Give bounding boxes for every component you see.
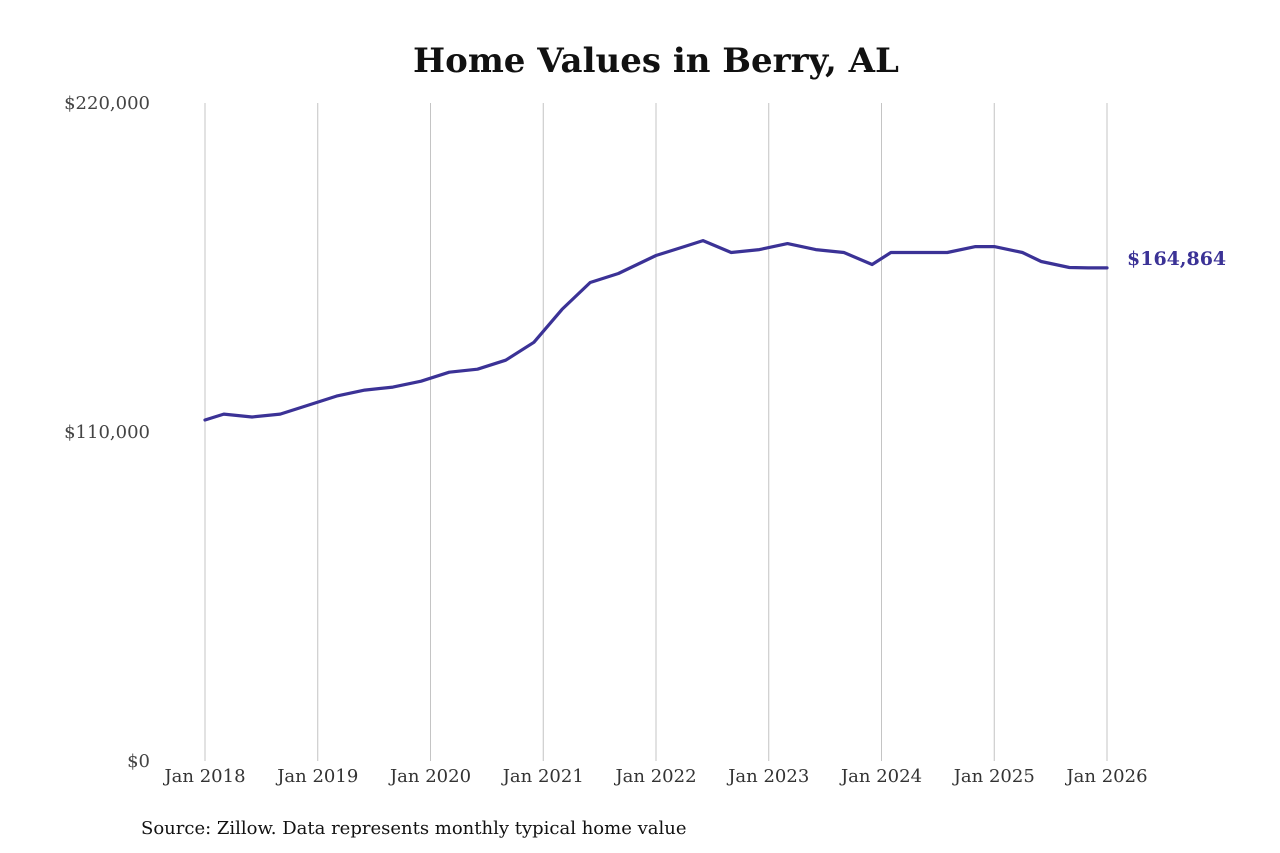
x-tick-label: Jan 2020 [388,766,471,787]
gridlines [204,103,1108,761]
x-axis: Jan 2018 Jan 2019 Jan 2020 Jan 2021 Jan 2022… [162,766,1147,787]
x-tick-label: Jan 2023 [726,766,809,787]
y-axis: $0 $110,000 $220,000 [64,93,150,772]
series-layer [203,239,1109,422]
x-tick-label: Jan 2024 [839,766,922,787]
chart-title: Home Values in Berry, AL [413,41,899,81]
x-tick-label: Jan 2019 [275,766,358,787]
source-note: Source: Zillow. Data represents monthly … [141,818,687,839]
x-tick-label: Jan 2025 [952,766,1035,787]
y-tick-label: $220,000 [64,93,150,114]
x-tick-label: Jan 2018 [162,766,245,787]
series-line [203,239,1109,422]
y-tick-label: $110,000 [64,422,150,443]
end-value-label: $164,864 [1127,248,1226,270]
x-tick-label: Jan 2022 [613,766,696,787]
x-tick-label: Jan 2021 [501,766,584,787]
y-tick-label: $0 [127,751,150,772]
x-tick-label: Jan 2026 [1064,766,1147,787]
